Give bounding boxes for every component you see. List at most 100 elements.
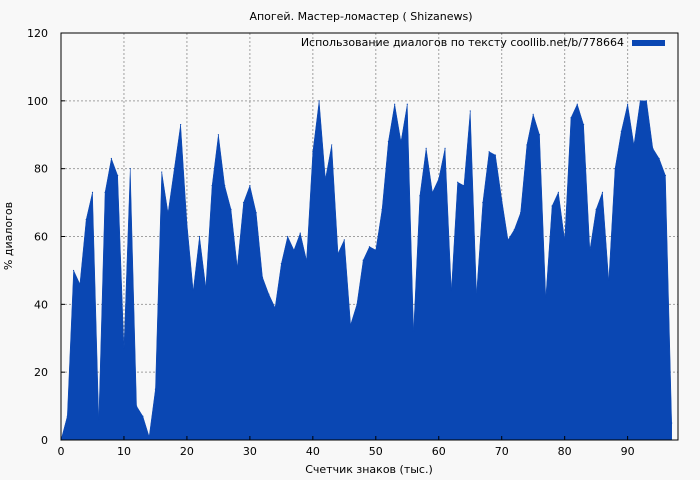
data-point bbox=[236, 266, 238, 268]
x-tick-label: 90 bbox=[621, 445, 635, 458]
x-axis-label: Счетчик знаков (тыс.) bbox=[305, 463, 433, 476]
data-point bbox=[85, 218, 87, 221]
x-tick-label: 40 bbox=[306, 445, 320, 458]
data-point bbox=[387, 140, 389, 143]
data-point bbox=[230, 208, 232, 210]
data-point bbox=[412, 330, 415, 333]
x-tick-label: 50 bbox=[369, 445, 383, 458]
data-point bbox=[627, 103, 629, 105]
legend-swatch bbox=[632, 40, 665, 46]
data-point bbox=[570, 117, 572, 119]
data-point bbox=[532, 113, 534, 115]
x-tick-label: 60 bbox=[432, 445, 446, 458]
data-point bbox=[180, 123, 182, 126]
data-point bbox=[110, 157, 112, 160]
data-point bbox=[161, 171, 163, 173]
chart-title: Апогей. Мастер-ломастер ( Shizanews) bbox=[249, 10, 472, 23]
data-point bbox=[293, 249, 295, 251]
x-tick-label: 80 bbox=[558, 445, 572, 458]
data-point bbox=[123, 347, 125, 350]
data-point bbox=[457, 181, 459, 183]
data-point bbox=[557, 191, 559, 194]
data-point bbox=[482, 201, 484, 204]
data-point bbox=[198, 235, 201, 238]
data-point bbox=[507, 239, 509, 241]
data-point bbox=[135, 405, 138, 407]
data-point bbox=[614, 168, 616, 170]
data-point bbox=[356, 303, 358, 305]
data-point bbox=[312, 151, 314, 153]
data-point bbox=[242, 201, 245, 204]
y-tick-label: 0 bbox=[41, 434, 48, 447]
data-point bbox=[224, 185, 226, 187]
data-point bbox=[419, 195, 421, 197]
data-point bbox=[205, 286, 207, 288]
data-point bbox=[142, 415, 144, 417]
x-tick-label: 20 bbox=[180, 445, 194, 458]
data-point bbox=[633, 144, 635, 146]
data-point bbox=[255, 212, 257, 214]
data-point bbox=[608, 279, 610, 282]
data-point bbox=[601, 191, 604, 194]
data-point bbox=[469, 110, 471, 112]
y-tick-label: 80 bbox=[34, 163, 48, 176]
data-point bbox=[425, 147, 427, 149]
data-point bbox=[620, 130, 622, 132]
y-tick-label: 60 bbox=[34, 231, 48, 244]
data-point bbox=[129, 168, 131, 170]
data-point bbox=[211, 185, 213, 187]
x-tick-label: 0 bbox=[58, 445, 65, 458]
data-point bbox=[375, 249, 377, 251]
data-point bbox=[167, 212, 169, 214]
data-point bbox=[513, 229, 515, 231]
data-point bbox=[475, 293, 478, 295]
series-area-0 bbox=[60, 100, 672, 441]
data-point bbox=[104, 191, 106, 194]
x-ticks: 0 10 20 30 40 50 60 70 80 90 bbox=[58, 436, 635, 458]
data-point bbox=[664, 174, 667, 177]
data-point bbox=[658, 157, 660, 160]
data-point bbox=[324, 178, 327, 180]
x-tick-label: 70 bbox=[495, 445, 509, 458]
data-point bbox=[431, 191, 434, 194]
y-tick-label: 40 bbox=[34, 298, 48, 311]
y-axis-label: % диалогов bbox=[2, 202, 15, 270]
data-point bbox=[526, 144, 528, 146]
data-point bbox=[343, 239, 345, 241]
data-point bbox=[368, 246, 371, 248]
data-point bbox=[501, 198, 503, 200]
data-point bbox=[186, 222, 188, 224]
x-tick-label: 30 bbox=[243, 445, 257, 458]
data-point bbox=[582, 123, 585, 126]
data-point bbox=[261, 276, 264, 278]
data-point bbox=[79, 283, 81, 285]
data-point bbox=[117, 174, 119, 177]
data-point bbox=[645, 100, 648, 102]
data-point bbox=[154, 388, 157, 390]
data-point bbox=[551, 205, 553, 207]
data-point bbox=[438, 178, 440, 180]
data-point bbox=[444, 147, 446, 149]
data-point bbox=[192, 290, 194, 292]
data-point bbox=[299, 232, 301, 234]
data-point bbox=[400, 140, 402, 143]
data-point bbox=[331, 144, 333, 146]
x-tick-label: 10 bbox=[117, 445, 131, 458]
data-point bbox=[274, 307, 276, 309]
data-point bbox=[268, 293, 270, 295]
data-point bbox=[72, 269, 75, 272]
data-point bbox=[337, 252, 339, 255]
data-point bbox=[91, 191, 94, 194]
data-point bbox=[488, 151, 490, 153]
data-point bbox=[394, 103, 396, 105]
data-point bbox=[589, 249, 591, 251]
data-point bbox=[463, 185, 465, 187]
data-point bbox=[576, 103, 578, 105]
data-point bbox=[406, 103, 408, 105]
data-point bbox=[148, 436, 150, 438]
data-point bbox=[98, 419, 100, 421]
data-point bbox=[66, 415, 68, 417]
data-point bbox=[545, 296, 547, 299]
